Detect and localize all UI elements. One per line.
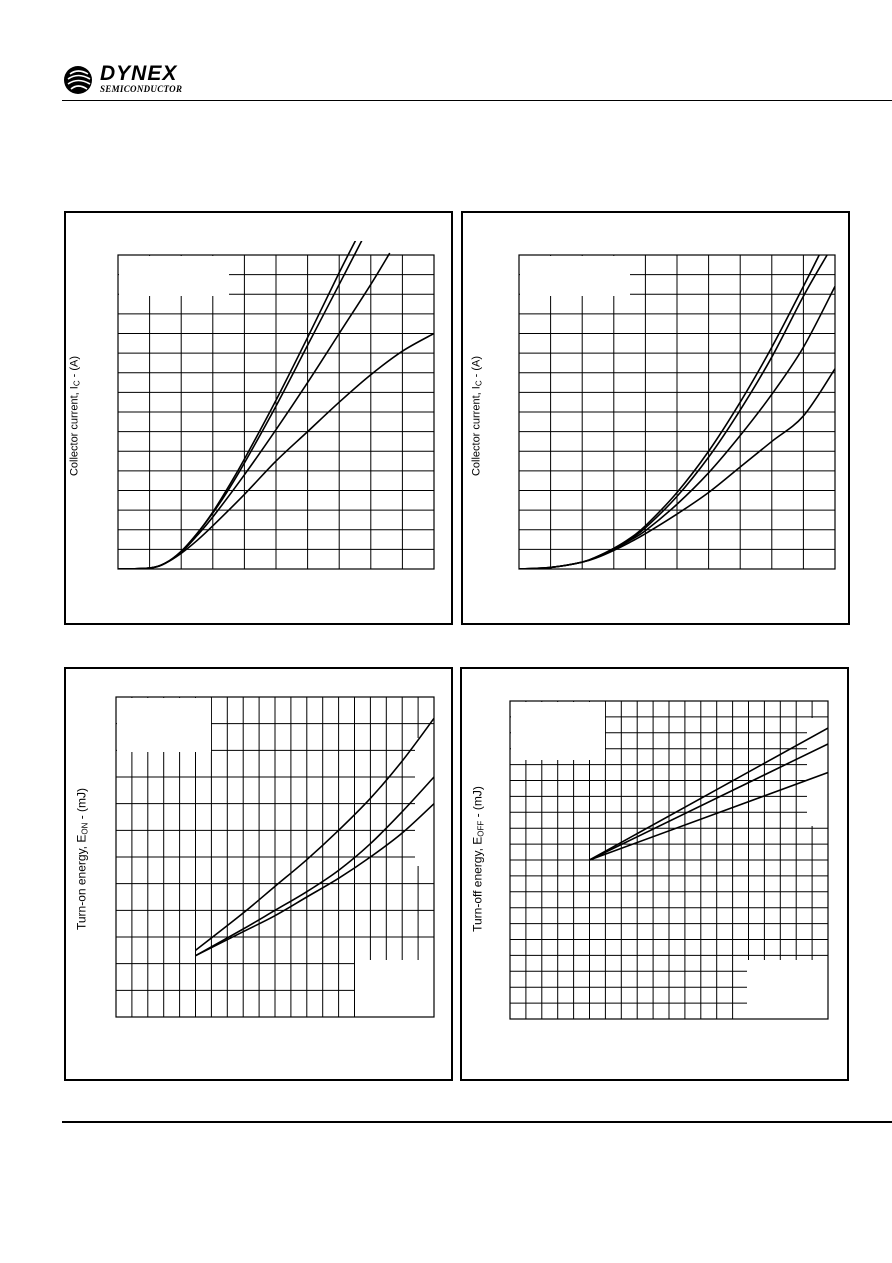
y-axis-label-unit: - (A): [470, 355, 483, 381]
plot-area: [115, 696, 435, 1018]
y-axis-label: Turn-on energy, EON - (mJ): [75, 788, 90, 930]
plot-frame: [509, 700, 829, 1020]
dynex-logo: DYNEX SEMICONDUCTOR: [62, 60, 202, 100]
turn-off-energy-chart: [509, 700, 829, 1020]
series-line-3: [589, 771, 828, 861]
plot-area: [117, 254, 435, 570]
plot-frame: [518, 254, 836, 570]
series-line-4: [118, 332, 434, 569]
plot-area: [509, 700, 829, 1020]
plot-frame: [117, 254, 435, 570]
y-axis-label-text: Collector current, I: [68, 386, 81, 477]
collector-current-chart-1: [117, 241, 435, 570]
y-axis-label-subscript: ON: [80, 822, 90, 835]
legend-box: [117, 698, 211, 752]
y-axis-label-unit: - (mJ): [470, 786, 485, 821]
header-rule: [62, 100, 892, 101]
y-axis-label-unit: - (mJ): [74, 787, 89, 823]
y-axis-label-subscript: OFF: [476, 820, 486, 837]
dynex-swirl-icon: [64, 66, 92, 94]
legend-box: [520, 256, 630, 296]
plot-area: [518, 254, 836, 570]
legend-box: [415, 738, 435, 866]
y-axis-label-text: Turn-on energy, E: [74, 834, 89, 931]
chart-panel-1: Collector current, IC - (A): [64, 211, 453, 625]
turn-on-energy-chart: [115, 696, 435, 1018]
y-axis-label-subscript: C: [72, 380, 82, 387]
logo-wordmark: DYNEX: [100, 62, 178, 85]
logo-subtitle: SEMICONDUCTOR: [100, 84, 183, 94]
y-axis-label: Collector current, IC - (A): [69, 356, 82, 476]
plot-frame: [115, 696, 435, 1018]
chart-panel-2: Collector current, IC - (A): [461, 211, 850, 625]
series-line-3: [195, 803, 434, 957]
y-axis-label-subscript: C: [474, 380, 484, 387]
chart-panel-4: Turn-off energy, EOFF - (mJ): [460, 667, 849, 1081]
legend-box: [119, 256, 229, 296]
y-axis-label-text: Collector current, I: [470, 386, 483, 477]
legend-box: [355, 960, 435, 1018]
chart-panel-3: Turn-on energy, EON - (mJ): [64, 667, 453, 1081]
series-line-3: [118, 252, 391, 569]
legend-box: [511, 702, 605, 760]
series-line-1: [195, 717, 434, 951]
footer-rule: [62, 1121, 892, 1123]
legend-box: [747, 960, 829, 1020]
y-axis-label: Collector current, IC - (A): [471, 356, 484, 476]
series-line-1: [589, 727, 828, 861]
series-line-4: [519, 368, 835, 569]
series-line-2: [589, 743, 828, 861]
collector-current-chart-2: [518, 254, 836, 570]
y-axis-label-text: Turn-off energy, E: [470, 836, 485, 932]
y-axis-label-unit: - (A): [68, 355, 81, 381]
legend-box: [807, 718, 829, 826]
y-axis-label: Turn-off energy, EOFF - (mJ): [471, 786, 486, 932]
series-line-2: [195, 776, 434, 957]
